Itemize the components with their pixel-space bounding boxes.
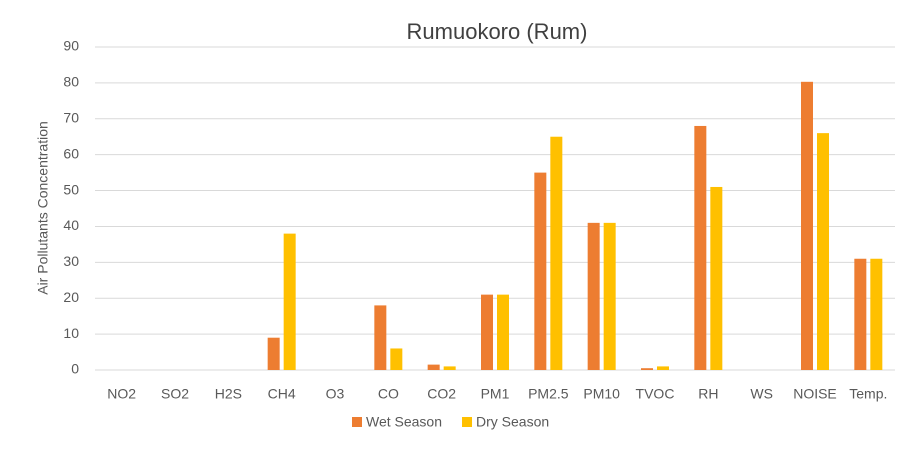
x-tick-label: NO2 (107, 386, 136, 402)
legend-label: Dry Season (476, 414, 549, 430)
bar (283, 233, 296, 370)
bar (657, 366, 669, 370)
bar (497, 294, 509, 370)
y-tick-label: 60 (63, 145, 79, 161)
bar (443, 366, 456, 370)
bar (870, 258, 883, 370)
legend-swatch (462, 417, 473, 427)
x-tick-label: PM1 (481, 386, 510, 402)
y-tick-label: 50 (63, 181, 79, 197)
bar (267, 337, 280, 370)
bar (694, 125, 707, 370)
x-tick-label: O3 (326, 386, 345, 402)
bar (390, 348, 403, 370)
bar (801, 81, 813, 370)
legend-label: Wet Season (366, 414, 442, 430)
y-axis-label: Air Pollutants Concentration (35, 121, 51, 295)
bar (374, 305, 387, 370)
bar (481, 294, 493, 370)
bar (603, 222, 616, 370)
x-tick-label: CO (378, 386, 399, 402)
y-tick-label: 40 (63, 217, 79, 233)
x-tick-label: WS (750, 386, 773, 402)
x-tick-label: H2S (215, 386, 242, 402)
legend-swatch (352, 417, 362, 427)
y-tick-label: 90 (63, 38, 79, 54)
x-tick-label: TVOC (636, 386, 675, 402)
y-tick-label: 80 (63, 74, 79, 90)
y-tick-label: 30 (63, 253, 79, 269)
x-tick-label: PM2.5 (528, 386, 569, 402)
y-tick-label: 20 (63, 289, 79, 305)
y-tick-label: 10 (63, 325, 79, 341)
x-tick-label: SO2 (161, 386, 189, 402)
bar (641, 368, 653, 370)
bar (587, 222, 600, 370)
bar (427, 364, 440, 370)
y-tick-label: 70 (63, 109, 79, 125)
x-tick-label: CO2 (427, 386, 456, 402)
x-tick-label: NOISE (793, 386, 837, 402)
chart-title: Rumuokoro (Rum) (407, 19, 588, 44)
bar (534, 172, 547, 370)
bar (817, 133, 829, 370)
x-tick-label: RH (698, 386, 718, 402)
bar (710, 186, 723, 370)
bar (550, 136, 563, 370)
y-tick-label: 0 (71, 361, 79, 377)
x-tick-label: CH4 (268, 386, 296, 402)
x-tick-label: Temp. (849, 386, 887, 402)
bar (854, 258, 867, 370)
x-tick-label: PM10 (583, 386, 620, 402)
